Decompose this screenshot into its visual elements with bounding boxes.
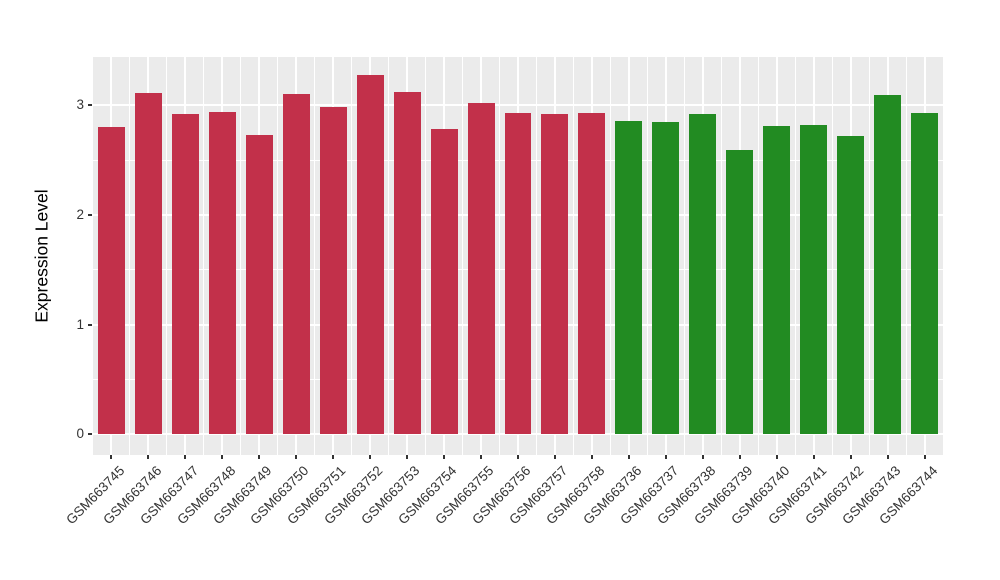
gridline-minor-vertical <box>499 57 501 455</box>
gridline-minor-vertical <box>425 57 427 455</box>
bar-GSM663739 <box>726 150 754 435</box>
y-tick-mark <box>88 433 92 436</box>
x-tick-mark <box>443 455 446 459</box>
gridline-minor-vertical <box>388 57 390 455</box>
x-tick-mark <box>849 455 852 459</box>
x-tick-mark <box>517 455 519 459</box>
x-tick-mark <box>221 455 224 459</box>
y-tick-label: 2 <box>76 206 84 222</box>
x-tick-mark <box>701 455 704 459</box>
gridline-minor-vertical <box>240 57 242 455</box>
gridline-minor-vertical <box>351 57 353 455</box>
x-tick-mark <box>110 455 113 459</box>
x-tick-mark <box>923 455 926 459</box>
x-tick-mark <box>664 455 667 459</box>
gridline-minor-vertical <box>683 57 685 455</box>
bar-GSM663744 <box>911 112 938 435</box>
gridline-minor-vertical <box>462 57 464 455</box>
gridline-minor-vertical <box>905 57 907 455</box>
x-tick-mark <box>147 455 150 459</box>
gridline-minor-vertical <box>166 57 168 455</box>
x-tick-mark <box>406 455 409 459</box>
gridline-minor-vertical <box>277 57 279 455</box>
x-tick-mark <box>184 455 187 459</box>
gridline-minor-vertical <box>203 57 205 455</box>
y-tick-label: 0 <box>76 426 84 442</box>
x-tick-mark <box>369 455 372 459</box>
bar-GSM663754 <box>430 129 458 435</box>
x-tick-mark <box>332 455 335 459</box>
bar-GSM663750 <box>282 94 310 435</box>
gridline-minor-vertical <box>129 57 131 455</box>
bar-GSM663758 <box>578 112 606 435</box>
gridline-minor-vertical <box>646 57 648 455</box>
x-tick-mark <box>627 455 630 459</box>
y-tick-mark <box>88 213 92 216</box>
bar-GSM663741 <box>800 124 828 435</box>
x-tick-mark <box>738 455 741 459</box>
gridline-minor-vertical <box>868 57 870 455</box>
gridline-minor-vertical <box>794 57 796 455</box>
gridline-minor-vertical <box>831 57 833 455</box>
gridline-minor-vertical <box>609 57 611 455</box>
bar-GSM663757 <box>541 114 569 435</box>
y-tick-mark <box>88 104 92 107</box>
y-tick-label: 3 <box>76 97 84 113</box>
bar-GSM663748 <box>208 111 236 435</box>
bar-GSM663743 <box>874 95 902 435</box>
bar-GSM663745 <box>97 127 125 435</box>
bar-GSM663737 <box>652 121 680 435</box>
gridline-minor-vertical <box>720 57 722 455</box>
bar-GSM663756 <box>504 112 532 435</box>
x-tick-mark <box>553 455 556 459</box>
y-tick-mark <box>88 323 92 326</box>
bar-GSM663738 <box>689 114 717 435</box>
bar-GSM663746 <box>134 93 162 435</box>
x-tick-mark <box>258 455 261 459</box>
bar-GSM663742 <box>837 135 865 435</box>
y-tick-label: 1 <box>76 316 84 332</box>
x-tick-mark <box>886 455 889 459</box>
x-tick-mark <box>480 455 483 459</box>
bar-GSM663749 <box>245 134 273 435</box>
bar-GSM663753 <box>393 92 421 435</box>
x-tick-mark <box>812 455 815 459</box>
bar-GSM663752 <box>356 74 384 435</box>
bar-GSM663736 <box>615 120 643 435</box>
gridline-minor-vertical <box>314 57 316 455</box>
bar-GSM663755 <box>467 103 495 435</box>
gridline-minor-vertical <box>757 57 759 455</box>
gridline-minor-vertical <box>535 57 537 455</box>
x-tick-mark <box>590 455 593 459</box>
bar-GSM663751 <box>319 107 347 435</box>
plot-panel <box>93 57 943 455</box>
bar-GSM663747 <box>171 114 199 435</box>
gridline-minor-vertical <box>572 57 574 455</box>
x-tick-mark <box>295 455 298 459</box>
x-tick-mark <box>775 455 778 459</box>
bar-GSM663740 <box>763 126 791 435</box>
